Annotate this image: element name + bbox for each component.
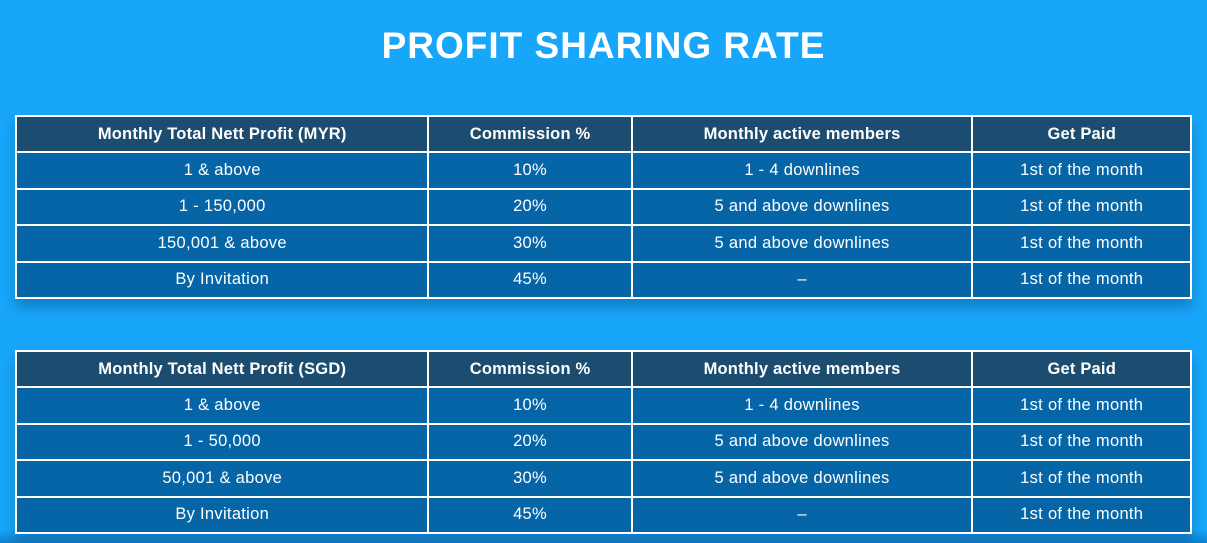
table-cell: 1st of the month bbox=[971, 422, 1192, 462]
table-cell: 20% bbox=[427, 422, 633, 462]
table-cell: 1st of the month bbox=[971, 386, 1192, 425]
table-cell: 1 & above bbox=[14, 386, 430, 425]
table-cell: 1 & above bbox=[14, 151, 430, 190]
table-header-row: Monthly Total Nett Profit (SGD) Commissio… bbox=[14, 349, 1192, 389]
table-header-cell: Monthly active members bbox=[630, 349, 974, 389]
table-row: 150,001 & above 30% 5 and above downlines 1… bbox=[14, 224, 1192, 263]
table-cell: 1st of the month bbox=[971, 151, 1192, 190]
table-cell: 1st of the month bbox=[971, 495, 1192, 534]
table-header-cell: Get Paid bbox=[971, 349, 1192, 389]
table-row: 1 & above 10% 1 - 4 downlines 1st of the mo… bbox=[14, 386, 1192, 425]
table-cell: 1st of the month bbox=[971, 260, 1192, 299]
table-cell: 1 - 4 downlines bbox=[630, 151, 974, 190]
table-cell: 45% bbox=[427, 495, 633, 534]
table-cell: 5 and above downlines bbox=[630, 459, 974, 498]
table-header-cell: Get Paid bbox=[971, 114, 1192, 154]
table-cell: 10% bbox=[427, 151, 633, 190]
table-header-cell: Monthly active members bbox=[630, 114, 974, 154]
table-cell: 45% bbox=[427, 260, 633, 299]
table-header-row: Monthly Total Nett Profit (MYR) Commissio… bbox=[14, 114, 1192, 154]
table-cell: – bbox=[630, 495, 974, 534]
table-cell: 1 - 4 downlines bbox=[630, 386, 974, 425]
table-header-cell: Monthly Total Nett Profit (MYR) bbox=[14, 114, 430, 154]
table-cell: 30% bbox=[427, 224, 633, 263]
profit-sharing-table-myr: Monthly Total Nett Profit (MYR) Commissio… bbox=[14, 114, 1192, 299]
table-cell: – bbox=[630, 260, 974, 299]
table-cell: 50,001 & above bbox=[14, 459, 430, 498]
page-title: PROFIT SHARING RATE bbox=[381, 25, 826, 66]
table-cell: By Invitation bbox=[14, 495, 430, 534]
table-cell: 5 and above downlines bbox=[630, 187, 974, 227]
table-cell: 1st of the month bbox=[971, 459, 1192, 498]
table-cell: 20% bbox=[427, 187, 633, 227]
table-row: 1 & above 10% 1 - 4 downlines 1st of the mo… bbox=[14, 151, 1192, 190]
table-cell: 1 - 50,000 bbox=[14, 422, 430, 462]
table-cell: 30% bbox=[427, 459, 633, 498]
table-row: 1 - 50,000 20% 5 and above downlines 1st of… bbox=[14, 422, 1192, 462]
table-cell: 5 and above downlines bbox=[630, 224, 974, 263]
table-cell: 5 and above downlines bbox=[630, 422, 974, 462]
table-row: By Invitation 45% –1st of the month bbox=[14, 260, 1192, 299]
table-header-cell: Commission % bbox=[427, 349, 633, 389]
table-row: 50,001 & above 30% 5 and above downlines 1s… bbox=[14, 459, 1192, 498]
table-cell: By Invitation bbox=[14, 260, 430, 299]
table-header-cell: Monthly Total Nett Profit (SGD) bbox=[14, 349, 430, 389]
table-row: By Invitation 45% –1st of the month bbox=[14, 495, 1192, 534]
table-row: 1 - 150,000 20% 5 and above downlines 1st o… bbox=[14, 187, 1192, 227]
table-cell: 1st of the month bbox=[971, 224, 1192, 263]
profit-sharing-table-sgd: Monthly Total Nett Profit (SGD) Commissio… bbox=[14, 349, 1192, 534]
table-cell: 1 - 150,000 bbox=[14, 187, 430, 227]
table-cell: 1st of the month bbox=[971, 187, 1192, 227]
table-header-cell: Commission % bbox=[427, 114, 633, 154]
table-cell: 10% bbox=[427, 386, 633, 425]
table-cell: 150,001 & above bbox=[14, 224, 430, 263]
